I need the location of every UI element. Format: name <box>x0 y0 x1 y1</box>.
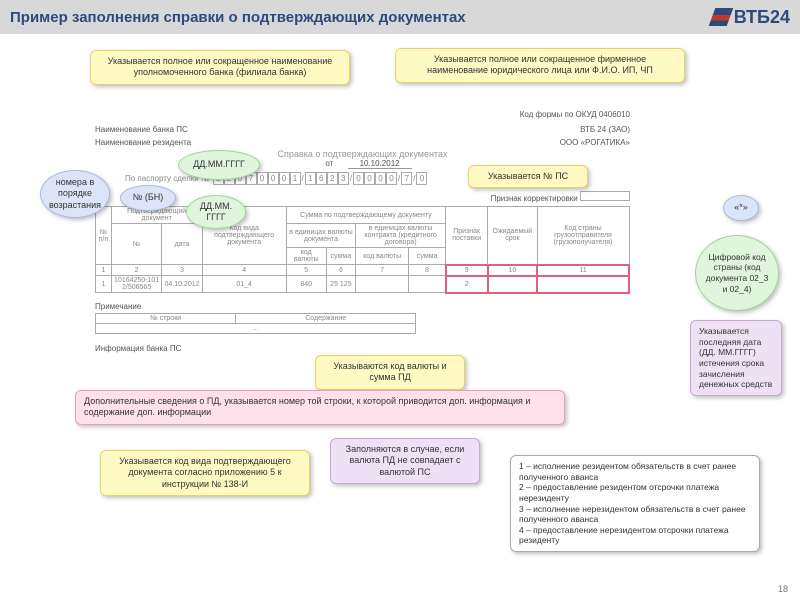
logo: ВТБ24 <box>712 7 790 28</box>
bank-label: Наименование банка ПС <box>95 125 188 134</box>
annot-doc-number: № (БН) <box>120 185 176 211</box>
annot-doc-type-code: Указывается код вида подтверждающего док… <box>100 450 310 496</box>
annot-row-numbers: номера в порядке возрастания <box>40 170 110 218</box>
annot-date-format-2: ДД.ММ. ГГГГ <box>186 195 246 229</box>
annot-last-date: Указывается последняя дата (ДД. ММ.ГГГГ)… <box>690 320 782 396</box>
page-number: 18 <box>778 584 788 594</box>
recalc-label: Признак корректировки <box>491 194 578 203</box>
recalc-input <box>580 191 630 201</box>
bank-info-label: Информация банка ПС <box>95 344 630 353</box>
document-form: Код формы по ОКУД 0406010 Наименование б… <box>95 110 630 353</box>
annot-currency-sum: Указываются код валюты и сумма ПД <box>315 355 465 390</box>
slide-header: Пример заполнения справки о подтверждающ… <box>0 0 800 34</box>
slide-title: Пример заполнения справки о подтверждающ… <box>10 9 466 26</box>
footer-table: № строкиСодержание … <box>95 313 416 334</box>
annot-date-format-1: ДД.ММ.ГГГГ <box>178 150 260 180</box>
annot-company-name: Указывается полное или сокращенное фирме… <box>395 48 685 83</box>
resident-label: Наименование резидента <box>95 138 191 147</box>
annot-bank-name: Указывается полное или сокращенное наиме… <box>90 50 350 85</box>
note-label: Примечание <box>95 302 630 311</box>
form-title: Справка о подтверждающих документах <box>95 149 630 159</box>
annot-additional-info: Дополнительные сведения о ПД, указываетс… <box>75 390 565 425</box>
okud-code: Код формы по ОКУД 0406010 <box>95 110 630 119</box>
annot-ps-number: Указывается № ПС <box>468 165 588 188</box>
annot-country-code: Цифровой код страны (код документа 02_3 … <box>695 235 779 311</box>
logo-icon <box>708 8 733 26</box>
form-date-value: 10.10.2012 <box>348 159 412 169</box>
annot-asterisk: «*» <box>723 195 759 221</box>
bank-value: ВТБ 24 (ЗАО) <box>580 125 630 134</box>
main-table: № п/пПодтверждающий документКод вида под… <box>95 206 630 294</box>
annot-delivery-codes: 1 – исполнение резидентом обязательств в… <box>510 455 760 552</box>
logo-text: ВТБ24 <box>734 7 790 28</box>
resident-value: ООО «РОГАТИКА» <box>560 138 630 147</box>
annot-currency-mismatch: Заполняются в случае, если валюта ПД не … <box>330 438 480 484</box>
